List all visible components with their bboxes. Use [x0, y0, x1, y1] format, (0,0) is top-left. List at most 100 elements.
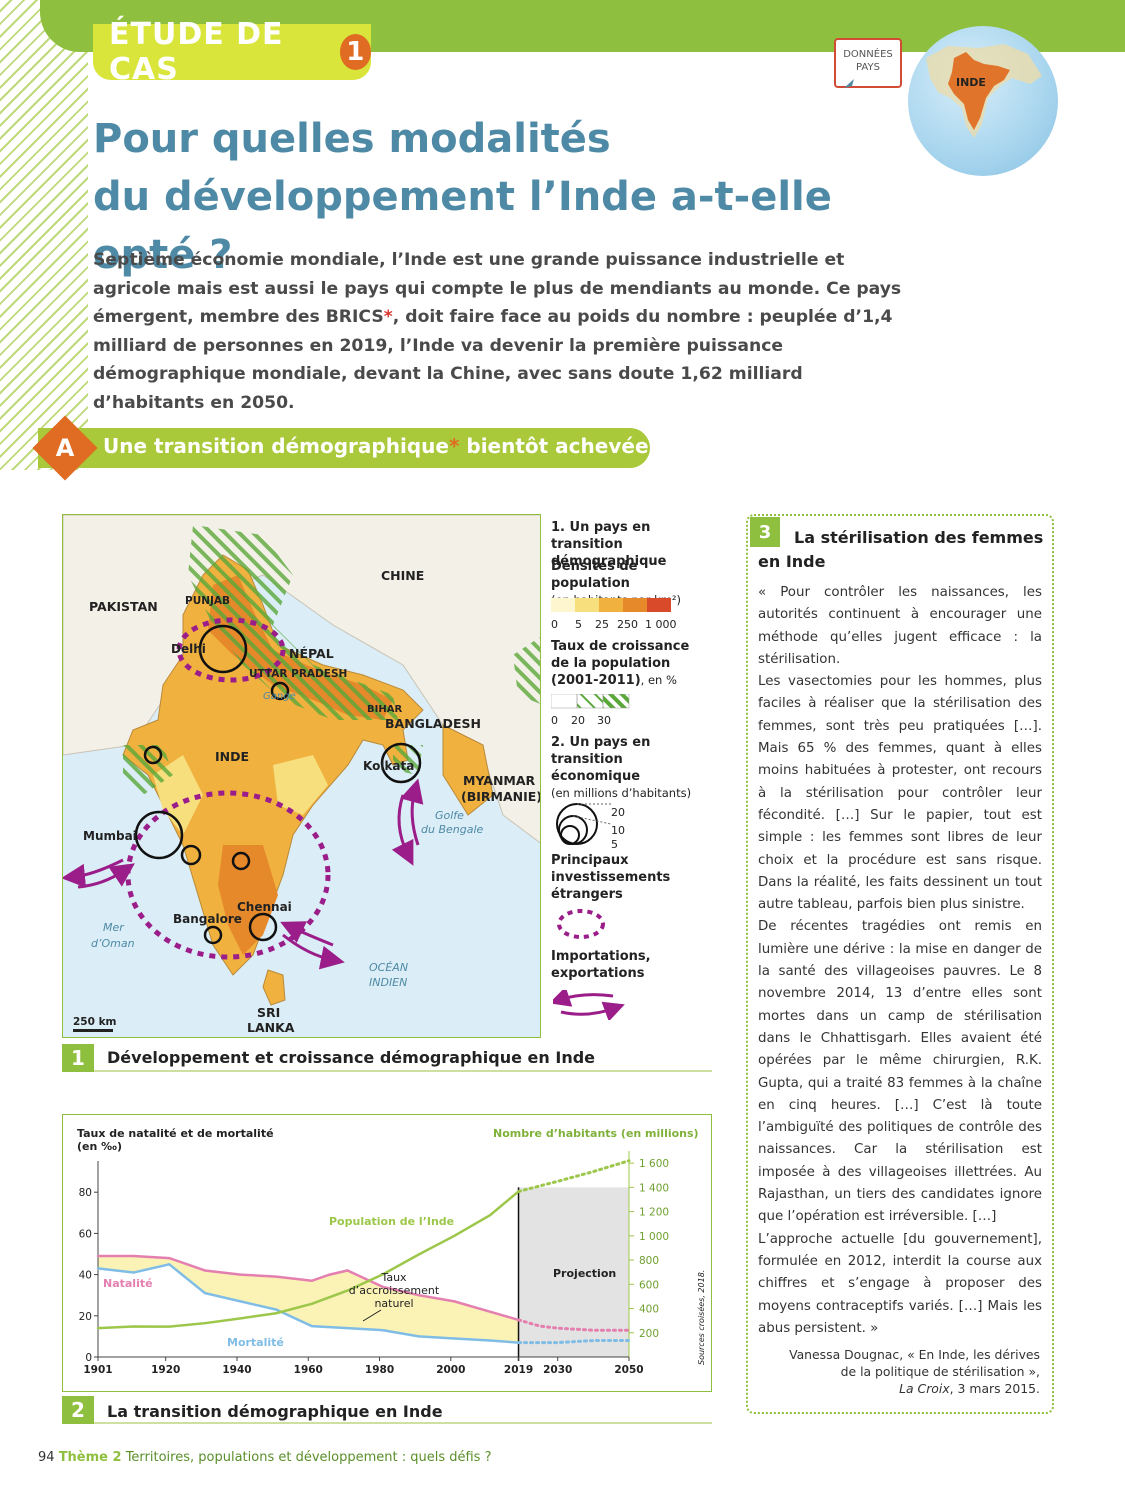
annotation-pointer [362, 1309, 382, 1322]
doc3-paragraph-1: « Pour contrôler les naissances, les aut… [758, 585, 1042, 667]
left-tick-0: 0 [85, 1352, 92, 1364]
right-tick-5: 1 200 [639, 1207, 669, 1219]
x-tick-5: 2000 [436, 1364, 465, 1376]
series-2-point-2 [168, 1325, 171, 1328]
series-label-population: Population de l’Inde [329, 1215, 454, 1228]
section-a-glossary-star[interactable]: * [448, 434, 460, 458]
projection-line-1 [517, 1339, 631, 1345]
x-tick-2: 1940 [222, 1364, 251, 1376]
doc3-paragraph-3: De récentes tragédies ont remis en lumiè… [758, 919, 1042, 1225]
label-kolkata: Kolkata [363, 759, 414, 773]
series-0-point-0 [96, 1254, 100, 1258]
x-tick-4: 1980 [365, 1364, 394, 1376]
series-1-point-2 [168, 1263, 171, 1266]
donnees-pays-button[interactable]: DONNÉES PAYS [834, 38, 902, 88]
title-line-1: Pour quelles modalités [93, 116, 611, 162]
legend-growth-title1: Taux de croissance [551, 639, 690, 654]
right-tick-7: 1 600 [639, 1158, 669, 1170]
label-ocean: OCÉAN [369, 961, 408, 974]
demographic-chart: Taux de natalité et de mortalité (en ‰) … [77, 1127, 706, 1376]
label-nepal: NÉPAL [289, 646, 334, 661]
intro-text-2: , doit faire face au poids du nombre : p… [93, 307, 893, 413]
decorative-hatch-strip [0, 0, 88, 470]
label-chine: CHINE [381, 568, 424, 583]
series-0-point-10 [381, 1285, 385, 1289]
legend-invest3: étrangers [551, 887, 623, 902]
series-1-point-8 [381, 1329, 385, 1332]
footer-theme: Thème 2 [58, 1450, 122, 1465]
legend-heading-1: 1. Un pays en transition démographique [551, 519, 712, 570]
section-a-letter: A [55, 434, 75, 462]
label-oman: d’Oman [91, 937, 135, 950]
series-1-point-0 [96, 1267, 100, 1270]
series-2-point-8 [381, 1273, 385, 1276]
intro-paragraph: Septième économie mondiale, l’Inde est u… [93, 246, 913, 417]
series-1-point-7 [346, 1326, 349, 1330]
doc3-paragraph-4: L’approche actuelle [du gouvernement], f… [758, 1231, 1042, 1336]
x-tick-1: 1920 [151, 1364, 180, 1376]
globe-india-label: INDE [956, 76, 986, 89]
density-swatch-1 [551, 598, 575, 612]
projection-label: Projection [553, 1267, 616, 1280]
label-indien: INDIEN [369, 976, 407, 989]
legend-h1-line1: 1. Un pays en transition [551, 520, 651, 552]
density-tick-25: 25 [595, 618, 609, 631]
label-bangalore: Bangalore [173, 912, 242, 926]
left-tick-1: 20 [79, 1311, 92, 1323]
doc2-caption-rule [94, 1422, 712, 1424]
investment-zone-delhi [176, 617, 286, 683]
label-sri: SRI [257, 1005, 280, 1020]
legend-investments: Principaux investissements étrangers [551, 852, 670, 903]
series-0-point-5 [274, 1275, 278, 1278]
growth-tick-20: 20 [571, 714, 585, 727]
series-2-point-9 [417, 1253, 420, 1256]
series-1-point-6 [310, 1324, 314, 1328]
series-1-point-4 [239, 1300, 242, 1303]
legend-growth-title2: de la population [551, 656, 671, 671]
investment-symbol [557, 909, 605, 939]
label-lanka: LANKA [247, 1020, 295, 1035]
label-birmanie: (BIRMANIE) [461, 789, 542, 804]
doc1-caption-rule [94, 1070, 712, 1072]
series-label-natalite: Natalité [103, 1277, 153, 1290]
section-a-bar [38, 428, 650, 468]
label-chennai: Chennai [237, 900, 292, 914]
glossary-star[interactable]: * [383, 307, 393, 327]
left-axis-unit: (en ‰) [77, 1140, 122, 1153]
india-map: PAKISTAN CHINE PUNJAB Delhi NÉPAL UTTAR … [63, 515, 544, 1037]
donnees-label: DONNÉES [843, 49, 893, 60]
legend-h1-line2: démographique [551, 554, 667, 569]
right-tick-0: 200 [639, 1328, 659, 1340]
legend-invest2: investissements [551, 870, 671, 885]
projection-line-0 [517, 1318, 631, 1332]
series-0-point-9 [364, 1277, 367, 1280]
series-1-point-3 [203, 1291, 207, 1295]
series-0-point-4 [239, 1273, 242, 1276]
label-golfe: Golfe [435, 809, 464, 822]
density-tick-1000: 1 000 [645, 618, 677, 631]
intro-text-1: Septième économie mondiale, l’Inde est u… [93, 250, 902, 327]
series-2-point-4 [239, 1317, 242, 1320]
footer-text: Territoires, populations et développemen… [125, 1450, 492, 1465]
legend-h2-line2: économique [551, 769, 641, 784]
map-document-1: PAKISTAN CHINE PUNJAB Delhi NÉPAL UTTAR … [62, 514, 712, 1038]
label-pakistan: PAKISTAN [89, 599, 158, 614]
series-0-point-13 [488, 1310, 492, 1313]
label-scale: 250 km [73, 1016, 117, 1028]
series-2-point-3 [203, 1321, 207, 1325]
series-2-point-11 [488, 1214, 492, 1217]
label-gange: Gange [263, 691, 296, 702]
doc3-source: Vanessa Dougnac, « En Inde, les dérives … [758, 1346, 1040, 1397]
annotation-accroissement: d’accroissement [349, 1284, 440, 1297]
left-tick-3: 60 [79, 1228, 92, 1240]
legend-trade1: Importations, [551, 949, 651, 964]
right-tick-4: 1 000 [639, 1231, 669, 1243]
legend-heading-2: 2. Un pays en transition économique (en … [551, 734, 712, 802]
circle-value-20: 20 [611, 806, 625, 819]
page-number: 94 [38, 1450, 55, 1465]
case-study-number: 1 [339, 34, 371, 70]
doc3-source-date: , 3 mars 2015. [949, 1381, 1040, 1396]
density-tick-0: 0 [551, 618, 558, 631]
section-a-title: Une transition démographique* bientôt ac… [103, 434, 667, 458]
left-tick-2: 40 [79, 1270, 92, 1282]
